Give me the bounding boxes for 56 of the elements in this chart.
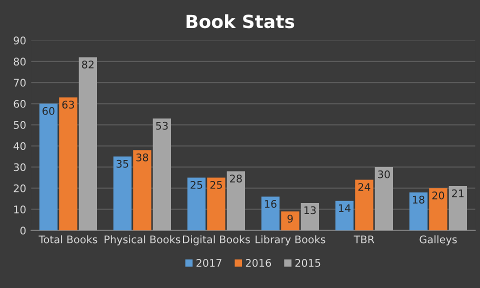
x-tick-label: Total Books [38, 235, 98, 244]
x-tick-label: Physical Books [104, 235, 180, 246]
bar [152, 118, 172, 230]
bar [355, 180, 374, 230]
x-tick-label: Library Books [256, 235, 326, 246]
bar [187, 178, 206, 230]
bar [300, 202, 320, 230]
x-tick-label: TBR [354, 236, 374, 244]
bar [281, 211, 300, 230]
data-label: 28 [230, 174, 242, 182]
data-label: 53 [156, 122, 168, 130]
bar [133, 150, 152, 230]
data-label: 25 [210, 180, 222, 189]
bar [59, 97, 78, 230]
y-tick-label: 50 [14, 121, 26, 129]
data-label: 13 [304, 206, 316, 214]
chart-title: Book Stats [186, 14, 294, 28]
data-label: 25 [190, 180, 202, 189]
bar [207, 178, 226, 230]
y-tick-label: 0 [20, 226, 26, 235]
y-tick-label: 90 [14, 36, 26, 44]
legend-label: 2016 [246, 258, 272, 267]
data-label: 82 [82, 60, 94, 68]
data-label: 9 [288, 214, 293, 223]
data-label: 63 [62, 100, 74, 109]
bar [226, 171, 246, 230]
data-label: 35 [116, 160, 128, 168]
data-label: 24 [358, 183, 370, 191]
bar [374, 167, 394, 230]
x-tick-label: Galleys [420, 235, 457, 246]
bar [261, 196, 280, 230]
x-tick-label: Digital Books [183, 235, 250, 246]
bar [335, 200, 354, 230]
data-label: 21 [452, 189, 464, 198]
data-label: 20 [432, 192, 444, 200]
legend-label: 2017 [196, 258, 222, 267]
bar [409, 192, 428, 230]
bar [39, 104, 58, 230]
data-label: 30 [378, 170, 390, 178]
data-label: 14 [338, 204, 351, 212]
bar [113, 156, 132, 230]
bar [78, 57, 98, 230]
data-label: 16 [264, 200, 276, 208]
y-tick-label: 60 [14, 100, 26, 108]
y-tick-label: 80 [14, 58, 26, 66]
bar [448, 186, 468, 230]
y-tick-label: 40 [14, 142, 26, 150]
y-tick-label: 70 [14, 78, 26, 87]
bar [429, 188, 448, 230]
y-tick-label: 30 [14, 163, 26, 172]
y-tick-label: 10 [14, 206, 26, 214]
y-tick-label: 20 [14, 184, 26, 192]
data-label: 60 [42, 107, 54, 115]
data-label: 18 [412, 196, 424, 204]
legend-label: 2015 [295, 258, 320, 267]
data-label: 38 [136, 153, 148, 162]
